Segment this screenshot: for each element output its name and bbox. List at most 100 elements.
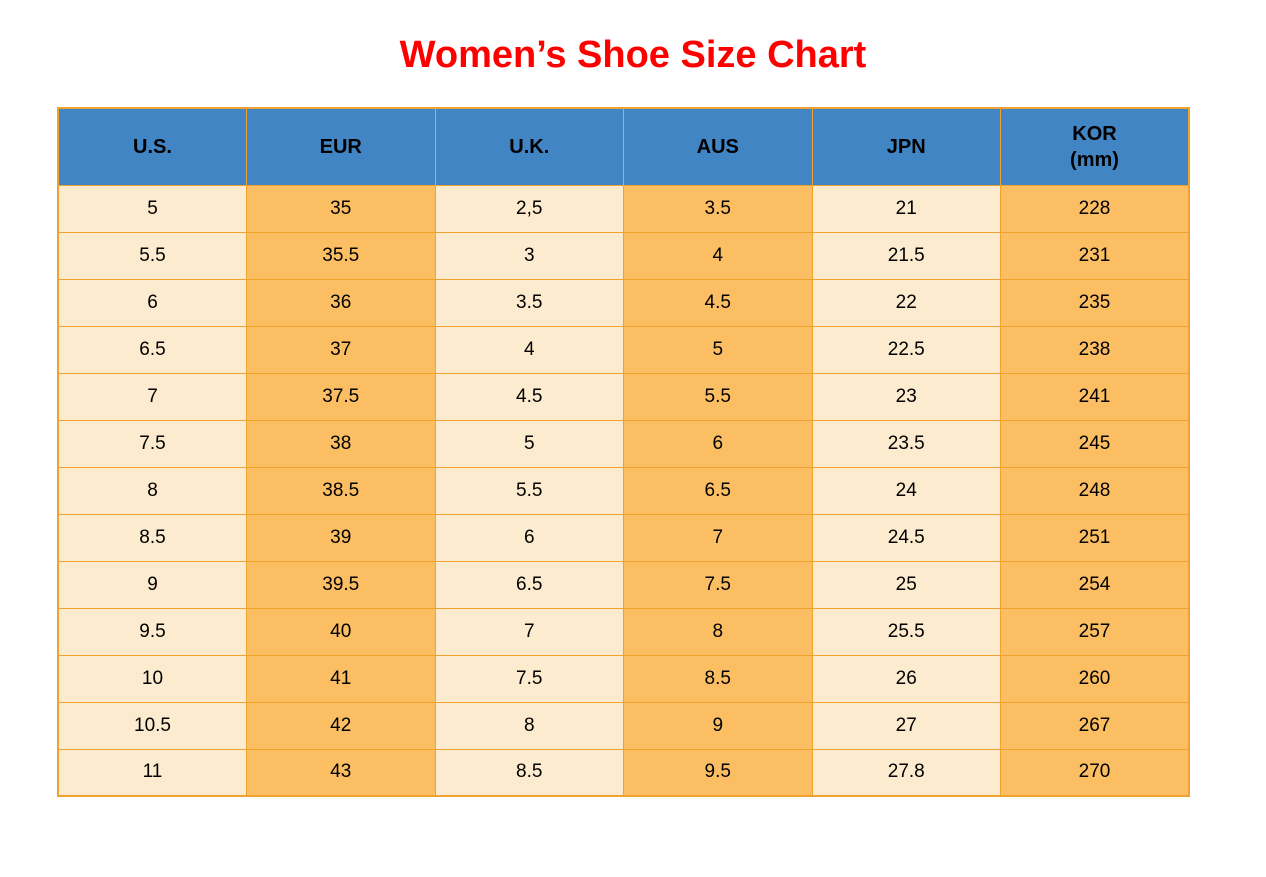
header-cell: EUR: [246, 107, 436, 186]
table-cell: 4.5: [623, 278, 813, 327]
header-cell: U.S.: [57, 107, 247, 186]
table-cell: 26: [811, 654, 1001, 703]
table-cell: 36: [246, 278, 436, 327]
table-cell: 231: [1000, 231, 1190, 280]
table-cell: 8: [623, 607, 813, 656]
table-cell: 25: [811, 560, 1001, 609]
header-cell: JPN: [811, 107, 1001, 186]
table-cell: 9.5: [623, 748, 813, 797]
table-cell: 5: [57, 184, 247, 233]
table-row: 6.5 37 4 5 22.5 238: [57, 325, 1190, 374]
table-cell: 4: [434, 325, 624, 374]
page-title: Women’s Shoe Size Chart: [399, 34, 867, 76]
table-cell: 37: [246, 325, 436, 374]
table-cell: 6: [623, 419, 813, 468]
table-row: 8.5 39 6 7 24.5 251: [57, 513, 1190, 562]
table-header: U.S. EUR U.K. AUS JPN KOR (mm): [57, 107, 1190, 186]
header-cell: U.K.: [434, 107, 624, 186]
table-cell: 5.5: [57, 231, 247, 280]
table-cell: 5: [434, 419, 624, 468]
table-cell: 238: [1000, 325, 1190, 374]
table-cell: 35.5: [246, 231, 436, 280]
table-cell: 38.5: [246, 466, 436, 515]
table-cell: 5: [623, 325, 813, 374]
table-cell: 9: [623, 701, 813, 750]
table-cell: 270: [1000, 748, 1190, 797]
table-cell: 5.5: [623, 372, 813, 421]
table-cell: 6: [434, 513, 624, 562]
table-cell: 24: [811, 466, 1001, 515]
header-cell: AUS: [623, 107, 813, 186]
table-cell: 11: [57, 748, 247, 797]
table-cell: 6.5: [434, 560, 624, 609]
shoe-size-table: U.S. EUR U.K. AUS JPN KOR (mm) 5 35 2,5 3.5 21 228 5…: [57, 107, 1190, 797]
header-label: EUR: [319, 135, 362, 158]
header-label: U.S.: [133, 135, 172, 158]
table-row: 5.5 35.5 3 4 21.5 231: [57, 231, 1190, 280]
table-cell: 38: [246, 419, 436, 468]
table-cell: 8: [57, 466, 247, 515]
table-cell: 3.5: [623, 184, 813, 233]
table-cell: 42: [246, 701, 436, 750]
table-cell: 22: [811, 278, 1001, 327]
table-cell: 8: [434, 701, 624, 750]
table-cell: 6: [57, 278, 247, 327]
header-label: AUS: [696, 135, 739, 158]
table-cell: 8.5: [57, 513, 247, 562]
table-cell: 9.5: [57, 607, 247, 656]
table-cell: 22.5: [811, 325, 1001, 374]
table-cell: 39: [246, 513, 436, 562]
table-cell: 35: [246, 184, 436, 233]
table-cell: 5.5: [434, 466, 624, 515]
table-cell: 41: [246, 654, 436, 703]
table-row: 11 43 8.5 9.5 27.8 270: [57, 748, 1190, 797]
table-row: 10 41 7.5 8.5 26 260: [57, 654, 1190, 703]
table-row: 9 39.5 6.5 7.5 25 254: [57, 560, 1190, 609]
table-header-row: U.S. EUR U.K. AUS JPN KOR (mm): [57, 107, 1190, 186]
table-cell: 39.5: [246, 560, 436, 609]
table-cell: 7.5: [434, 654, 624, 703]
table-cell: 8.5: [623, 654, 813, 703]
table-cell: 8.5: [434, 748, 624, 797]
header-cell: KOR (mm): [1000, 107, 1190, 186]
table-cell: 245: [1000, 419, 1190, 468]
table-cell: 7: [623, 513, 813, 562]
table-cell: 25.5: [811, 607, 1001, 656]
table-cell: 248: [1000, 466, 1190, 515]
table-row: 10.5 42 8 9 27 267: [57, 701, 1190, 750]
table-cell: 3: [434, 231, 624, 280]
table-cell: 21: [811, 184, 1001, 233]
table-cell: 4: [623, 231, 813, 280]
table-cell: 24.5: [811, 513, 1001, 562]
table-cell: 241: [1000, 372, 1190, 421]
table-cell: 235: [1000, 278, 1190, 327]
table-cell: 251: [1000, 513, 1190, 562]
table-cell: 23.5: [811, 419, 1001, 468]
table-cell: 254: [1000, 560, 1190, 609]
table-cell: 10: [57, 654, 247, 703]
header-label: KOR: [1072, 122, 1117, 145]
table-cell: 267: [1000, 701, 1190, 750]
table-cell: 27.8: [811, 748, 1001, 797]
table-cell: 260: [1000, 654, 1190, 703]
table-cell: 7.5: [57, 419, 247, 468]
table-cell: 27: [811, 701, 1001, 750]
table-cell: 40: [246, 607, 436, 656]
table-cell: 43: [246, 748, 436, 797]
table-cell: 6.5: [623, 466, 813, 515]
table-cell: 228: [1000, 184, 1190, 233]
header-sublabel: (mm): [1070, 148, 1119, 171]
table-cell: 7: [57, 372, 247, 421]
table-cell: 23: [811, 372, 1001, 421]
table-cell: 3.5: [434, 278, 624, 327]
table-cell: 7.5: [623, 560, 813, 609]
table-cell: 10.5: [57, 701, 247, 750]
table-cell: 7: [434, 607, 624, 656]
table-row: 7.5 38 5 6 23.5 245: [57, 419, 1190, 468]
table-body: 5 35 2,5 3.5 21 228 5.5 35.5 3 4 21.5 231 6 36 3.5 4.5 2…: [57, 184, 1190, 797]
table-cell: 37.5: [246, 372, 436, 421]
table-row: 7 37.5 4.5 5.5 23 241: [57, 372, 1190, 421]
header-label: JPN: [886, 135, 926, 158]
table-row: 5 35 2,5 3.5 21 228: [57, 184, 1190, 233]
table-cell: 9: [57, 560, 247, 609]
